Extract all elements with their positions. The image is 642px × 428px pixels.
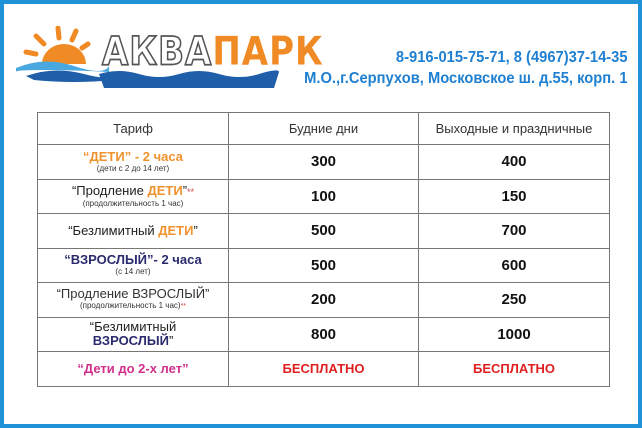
sun-wave-icon [15,26,114,82]
logo-text-2: ПАРК [212,29,324,75]
table-row: “Дети до 2-х лет” БЕСПЛАТНО БЕСПЛАТНО [37,351,610,387]
contacts: 8-916-015-75-71, 8 (4967)37-14-35 М.О.,г… [276,49,628,88]
col-weekend: Выходные и праздничные [418,112,610,145]
wave-icon [99,70,279,88]
table-row: “ДЕТИ” - 2 часа (дети с 2 до 14 лет) 300 … [37,144,610,180]
table-row: “Продление ДЕТИ”** (продолжительность 1 ч… [37,178,610,214]
phone: 8-916-015-75-71, 8 (4967)37-14-35 [396,49,628,66]
col-tariff: Тариф [37,112,229,145]
address: М.О.,г.Серпухов, Московское ш. д.55, кор… [304,70,628,87]
price-table: Тариф Будние дни Выходные и праздничные … [37,112,610,387]
table-row: “Безлимитный ВЗРОСЛЫЙ” 800 1000 [37,316,610,352]
table-row: “ВЗРОСЛЫЙ”- 2 часа (с 14 лет) 500 600 [37,247,610,283]
logo-text-1: АКВА [101,28,213,76]
aquapark-logo: АКВАПАРК [14,26,323,88]
table-row: “Безлимитный ДЕТИ” 500 700 [37,213,610,249]
table-row: “Продление ВЗРОСЛЫЙ” (продолжительность 1… [37,282,610,318]
table-header: Тариф Будние дни Выходные и праздничные [37,112,610,145]
col-weekday: Будние дни [228,112,419,145]
